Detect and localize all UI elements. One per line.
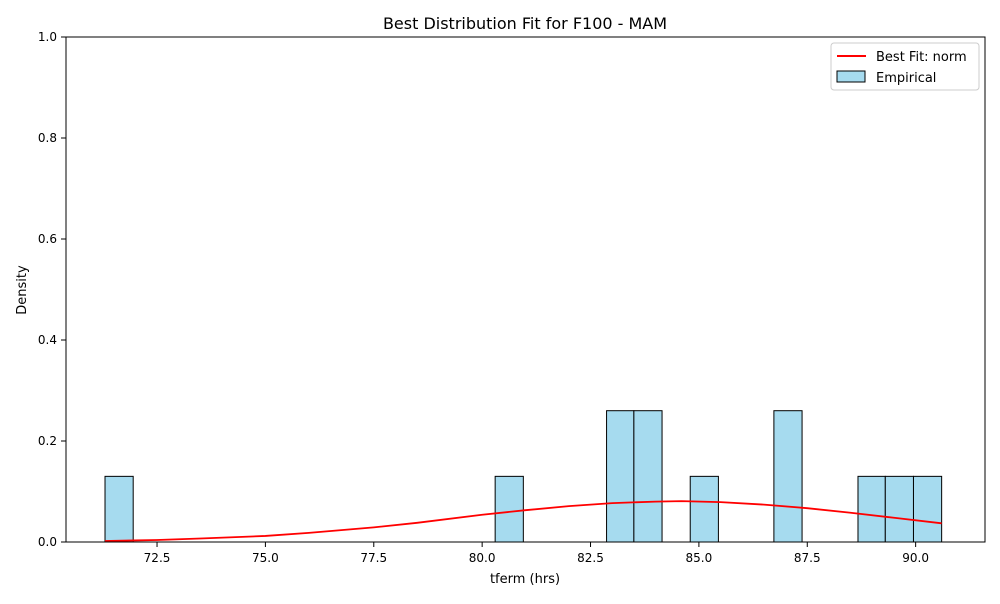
histogram-bar — [494, 475, 524, 543]
histogram-bar — [773, 410, 803, 543]
legend: Best Fit: norm Empirical — [830, 42, 980, 91]
histogram-bar — [633, 410, 663, 543]
histogram-bar — [912, 475, 943, 543]
x-tick-label: 85.0 — [686, 551, 713, 565]
x-tick-label: 80.0 — [469, 551, 496, 565]
y-tick-label: 1.0 — [38, 30, 57, 44]
fit-curve — [104, 500, 942, 542]
legend-empirical-label: Empirical — [876, 71, 936, 86]
histogram-bars — [104, 410, 943, 543]
x-tick-label: 75.0 — [252, 551, 279, 565]
x-tick-label: 72.5 — [144, 551, 171, 565]
histogram-bar — [857, 475, 886, 543]
y-tick-label: 0.8 — [38, 131, 57, 145]
legend-empirical-swatch — [836, 70, 866, 83]
y-axis-label: Density — [15, 265, 30, 315]
y-tick-label: 0.6 — [38, 232, 57, 246]
x-tick-label: 82.5 — [577, 551, 604, 565]
plot-frame — [65, 36, 986, 543]
y-axis: 0.0 0.2 0.4 0.6 0.8 1.0 — [38, 30, 66, 549]
x-tick-label: 90.0 — [902, 551, 929, 565]
y-tick-label: 0.4 — [38, 333, 57, 347]
x-tick-label: 87.5 — [794, 551, 821, 565]
histogram-bar — [606, 410, 635, 543]
x-axis: 72.5 75.0 77.5 80.0 82.5 85.0 87.5 90.0 — [144, 542, 929, 565]
legend-fit-label: Best Fit: norm — [876, 50, 967, 65]
y-tick-label: 0.0 — [38, 535, 57, 549]
legend-box — [830, 42, 980, 91]
x-tick-label: 77.5 — [360, 551, 387, 565]
histogram-bar — [689, 475, 719, 543]
y-tick-label: 0.2 — [38, 434, 57, 448]
histogram-bar — [884, 475, 914, 543]
x-axis-label: tferm (hrs) — [490, 572, 560, 587]
chart-title: Best Distribution Fit for F100 - MAM — [383, 14, 667, 33]
histogram-bar — [104, 475, 134, 543]
